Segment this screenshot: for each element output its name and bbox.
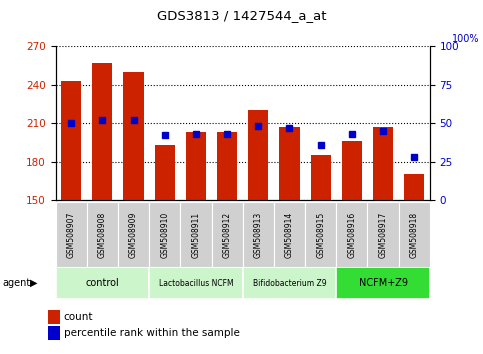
Bar bbox=[398, 202, 430, 267]
Text: Lactobacillus NCFM: Lactobacillus NCFM bbox=[158, 279, 233, 288]
Text: GDS3813 / 1427544_a_at: GDS3813 / 1427544_a_at bbox=[157, 9, 326, 22]
Bar bbox=[56, 202, 87, 267]
Text: NCFM+Z9: NCFM+Z9 bbox=[358, 278, 408, 288]
Bar bbox=[368, 202, 398, 267]
Text: agent: agent bbox=[2, 278, 30, 288]
Bar bbox=[186, 132, 206, 200]
Bar bbox=[342, 141, 362, 200]
Bar bbox=[311, 155, 331, 200]
Text: 100%: 100% bbox=[452, 34, 479, 44]
Text: GSM508907: GSM508907 bbox=[67, 211, 76, 258]
Bar bbox=[217, 132, 237, 200]
Bar bbox=[274, 202, 305, 267]
Bar bbox=[149, 202, 180, 267]
Bar bbox=[242, 202, 274, 267]
Bar bbox=[118, 202, 149, 267]
Bar bbox=[248, 110, 269, 200]
Text: GSM508915: GSM508915 bbox=[316, 211, 325, 258]
Bar bbox=[373, 127, 393, 200]
Bar bbox=[123, 72, 143, 200]
Text: count: count bbox=[64, 312, 93, 322]
Bar bbox=[242, 267, 336, 299]
Text: GSM508916: GSM508916 bbox=[347, 211, 356, 258]
Bar bbox=[87, 202, 118, 267]
Bar bbox=[56, 267, 149, 299]
Text: GSM508909: GSM508909 bbox=[129, 211, 138, 258]
Bar bbox=[155, 145, 175, 200]
Text: percentile rank within the sample: percentile rank within the sample bbox=[64, 328, 240, 338]
Text: GSM508910: GSM508910 bbox=[160, 211, 169, 258]
Bar bbox=[336, 267, 430, 299]
Text: GSM508918: GSM508918 bbox=[410, 211, 419, 258]
Text: control: control bbox=[85, 278, 119, 288]
Text: GSM508908: GSM508908 bbox=[98, 211, 107, 258]
Text: ▶: ▶ bbox=[30, 278, 38, 288]
Bar bbox=[92, 63, 113, 200]
Text: GSM508917: GSM508917 bbox=[379, 211, 387, 258]
Text: GSM508913: GSM508913 bbox=[254, 211, 263, 258]
Bar bbox=[180, 202, 212, 267]
Bar bbox=[305, 202, 336, 267]
Bar bbox=[212, 202, 242, 267]
Text: Bifidobacterium Z9: Bifidobacterium Z9 bbox=[253, 279, 327, 288]
Text: GSM508911: GSM508911 bbox=[191, 211, 200, 258]
Text: GSM508914: GSM508914 bbox=[285, 211, 294, 258]
Bar bbox=[404, 175, 425, 200]
Bar bbox=[61, 81, 81, 200]
Text: GSM508912: GSM508912 bbox=[223, 211, 232, 258]
Bar bbox=[279, 127, 299, 200]
Bar bbox=[149, 267, 242, 299]
Bar bbox=[336, 202, 368, 267]
